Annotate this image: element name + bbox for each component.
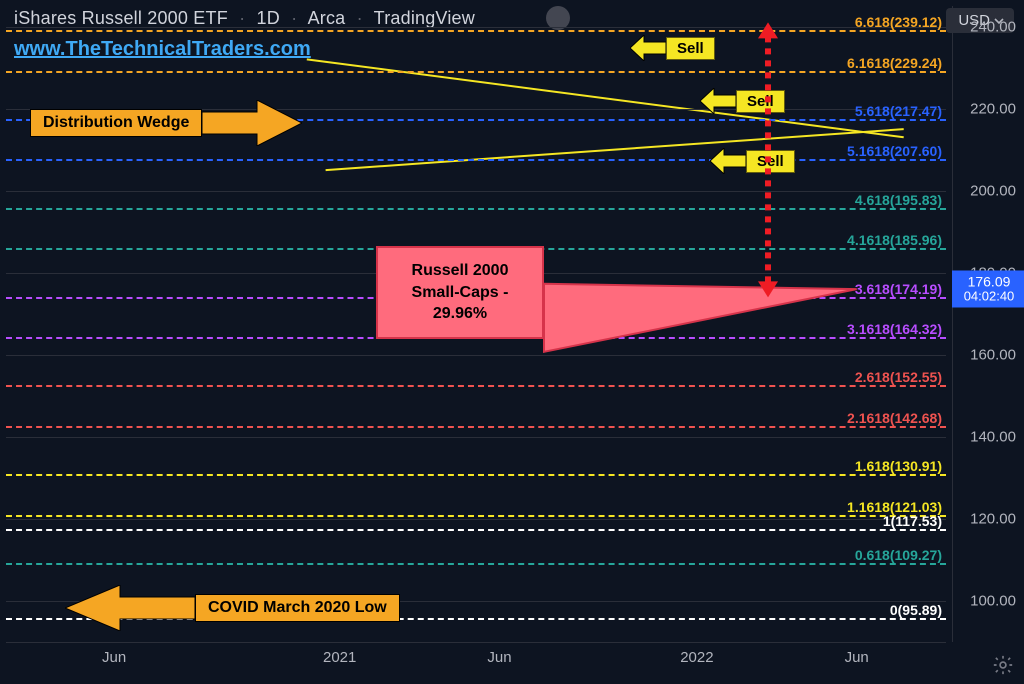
center-callout-line: 29.96% <box>394 303 526 325</box>
x-tick: 2022 <box>680 649 713 666</box>
fib-line: 6.618(239.12) <box>6 30 946 32</box>
sell-tag-1: Sell <box>700 88 785 114</box>
fib-label: 2.618(152.55) <box>855 369 942 385</box>
chart-root: iShares Russell 2000 ETF · 1D · Arca · T… <box>0 0 1024 684</box>
fib-line: 5.1618(207.60) <box>6 159 946 161</box>
fib-label: 6.618(239.12) <box>855 14 942 30</box>
y-tick: 200.00 <box>970 182 1016 199</box>
price-flag: 176.0904:02:40 <box>952 270 1024 307</box>
y-tick: 120.00 <box>970 510 1016 527</box>
x-tick: Jun <box>487 649 511 666</box>
y-axis[interactable]: 100.00120.00140.00160.00180.00200.00220.… <box>952 6 1024 642</box>
priceflag-time: 04:02:40 <box>960 289 1018 304</box>
arrow-right-icon <box>202 100 302 146</box>
fib-label: 5.618(217.47) <box>855 103 942 119</box>
center-callout-line: Small-Caps - <box>394 282 526 304</box>
y-tick: 140.00 <box>970 428 1016 445</box>
gridline <box>6 27 946 28</box>
sell-tag-0: Sell <box>630 35 715 61</box>
fib-label: 2.1618(142.68) <box>847 410 942 426</box>
fib-label: 1(117.53) <box>883 513 942 529</box>
arrow-left-icon <box>65 585 195 631</box>
sell-label: Sell <box>666 37 715 60</box>
fib-line: 2.618(152.55) <box>6 385 946 387</box>
fib-line: 6.1618(229.24) <box>6 71 946 73</box>
y-tick: 100.00 <box>970 592 1016 609</box>
fib-line: 1.618(130.91) <box>6 474 946 476</box>
fib-line: 2.1618(142.68) <box>6 426 946 428</box>
y-tick: 240.00 <box>970 18 1016 35</box>
sell-label: Sell <box>746 150 795 173</box>
fib-line: 4.618(195.83) <box>6 208 946 210</box>
center-callout: Russell 2000Small-Caps -29.96% <box>376 246 544 339</box>
fib-label: 0(95.89) <box>890 602 942 618</box>
fib-label: 3.618(174.19) <box>855 281 942 297</box>
x-tick: Jun <box>845 649 869 666</box>
arrow-left-icon <box>700 88 736 114</box>
x-tick: Jun <box>102 649 126 666</box>
fib-line: 1(117.53) <box>6 529 946 531</box>
fib-label: 4.618(195.83) <box>855 192 942 208</box>
fib-line: 1.1618(121.03) <box>6 515 946 517</box>
fib-label: 6.1618(229.24) <box>847 55 942 71</box>
fib-label: 5.1618(207.60) <box>847 143 942 159</box>
fib-label: 1.618(130.91) <box>855 458 942 474</box>
arrow-left-icon <box>710 148 746 174</box>
y-tick: 220.00 <box>970 100 1016 117</box>
y-tick: 160.00 <box>970 346 1016 363</box>
priceflag-value: 176.09 <box>960 273 1018 289</box>
gear-icon[interactable] <box>992 654 1014 676</box>
gridline <box>6 519 946 520</box>
gridline <box>6 355 946 356</box>
callout-covid-low: COVID March 2020 Low <box>65 585 400 631</box>
fib-label: 4.1618(185.96) <box>847 232 942 248</box>
center-callout-line: Russell 2000 <box>394 260 526 282</box>
x-axis[interactable]: Jun 2021 Jun 2022 Jun <box>6 642 946 684</box>
gridline <box>6 437 946 438</box>
fib-label: 0.618(109.27) <box>855 547 942 563</box>
sell-tag-2: Sell <box>710 148 795 174</box>
sell-label: Sell <box>736 90 785 113</box>
callout-label: COVID March 2020 Low <box>195 594 400 622</box>
gridline <box>6 191 946 192</box>
fib-line: 0.618(109.27) <box>6 563 946 565</box>
fib-label: 3.1618(164.32) <box>847 321 942 337</box>
callout-distribution: Distribution Wedge <box>30 100 302 146</box>
callout-label: Distribution Wedge <box>30 109 202 137</box>
x-tick: 2021 <box>323 649 356 666</box>
arrow-left-icon <box>630 35 666 61</box>
